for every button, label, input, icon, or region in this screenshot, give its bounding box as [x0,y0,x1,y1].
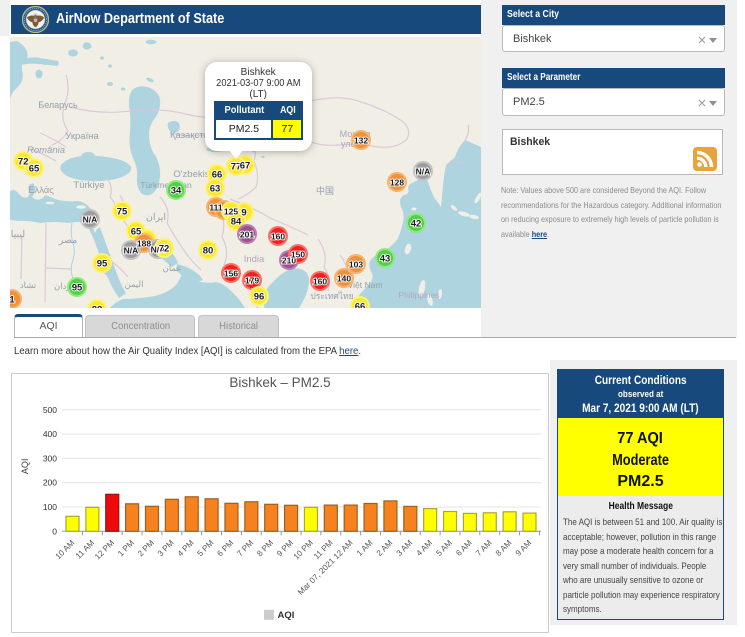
svg-text:65: 65 [29,163,40,174]
svg-text:Philippines: Philippines [398,290,439,300]
svg-text:Ελλάς: Ελλάς [28,185,54,196]
svg-text:ايران: ايران [146,212,166,223]
svg-text:300: 300 [43,453,57,463]
svg-text:103: 103 [349,259,363,269]
svg-text:10 PM: 10 PM [292,538,315,561]
svg-text:1: 1 [10,294,15,305]
svg-text:111: 111 [209,202,223,212]
svg-text:Türkiye: Türkiye [73,180,104,191]
svg-text:63: 63 [210,183,221,194]
svg-text:500: 500 [43,404,57,414]
svg-text:N/A: N/A [416,166,431,176]
svg-text:AQI: AQI [20,458,30,474]
svg-text:عمان: عمان [163,263,182,273]
svg-text:125: 125 [224,206,238,216]
svg-text:India: India [244,254,265,265]
svg-text:5 AM: 5 AM [434,538,454,558]
svg-text:2 PM: 2 PM [136,538,156,558]
svg-text:200: 200 [43,477,57,487]
svg-text:43: 43 [380,253,391,264]
svg-text:72: 72 [159,243,170,254]
svg-text:150: 150 [291,249,305,259]
svg-text:N/A: N/A [83,214,98,224]
svg-text:Україна: Україна [65,131,99,142]
svg-text:88: 88 [92,304,103,308]
svg-text:улс: улс [341,139,356,149]
svg-text:اليمن: اليمن [125,279,144,290]
svg-text:67: 67 [240,160,251,171]
svg-text:9: 9 [241,207,246,218]
svg-text:Беларусь: Беларусь [38,100,78,110]
svg-text:2 AM: 2 AM [375,538,395,558]
svg-text:1 PM: 1 PM [116,538,136,558]
svg-text:84: 84 [231,216,242,227]
svg-text:1 AM: 1 AM [355,538,375,558]
svg-text:132: 132 [354,135,368,145]
svg-text:مصر: مصر [58,235,78,246]
svg-text:210: 210 [282,255,296,265]
svg-text:156: 156 [224,268,238,278]
svg-text:128: 128 [390,177,404,187]
svg-text:中国: 中国 [316,185,334,196]
svg-text:77: 77 [231,161,242,172]
svg-text:8 PM: 8 PM [255,538,275,558]
svg-text:12 PM: 12 PM [93,538,116,561]
svg-text:4 AM: 4 AM [415,538,435,558]
svg-text:4 PM: 4 PM [176,538,196,558]
svg-text:N/A: N/A [151,244,166,254]
svg-text:188: 188 [137,238,151,248]
svg-text:6 AM: 6 AM [454,538,474,558]
svg-text:O'zbekiston: O'zbekiston [173,169,222,180]
svg-text:160: 160 [271,231,285,241]
svg-text:72: 72 [18,156,29,167]
svg-text:34: 34 [171,185,182,196]
svg-text:5 PM: 5 PM [196,538,216,558]
svg-text:3 PM: 3 PM [156,538,176,558]
svg-text:N/A: N/A [124,245,139,255]
svg-text:9 AM: 9 AM [514,538,534,558]
svg-text:Қазақстан: Қазақстан [170,130,214,141]
svg-text:179: 179 [245,275,259,285]
svg-text:140: 140 [337,273,351,283]
svg-text:400: 400 [43,429,57,439]
svg-text:11 AM: 11 AM [74,538,96,560]
svg-text:95: 95 [97,258,108,269]
svg-text:7 PM: 7 PM [235,538,255,558]
svg-text:Türkmenistan: Türkmenistan [140,180,192,190]
svg-text:65: 65 [131,226,142,237]
svg-text:AQI: AQI [278,609,295,620]
svg-text:0: 0 [52,526,57,536]
svg-text:96: 96 [254,291,265,302]
svg-text:160: 160 [313,276,327,286]
svg-text:Việt Nam: Việt Nam [348,280,383,290]
svg-text:Bishkek – PM2.5: Bishkek – PM2.5 [229,375,330,390]
svg-text:România: România [27,145,65,156]
svg-text:75: 75 [117,206,128,217]
svg-text:ประเทศไทย: ประเทศไทย [310,291,353,301]
svg-text:7 AM: 7 AM [474,538,494,558]
svg-text:8 AM: 8 AM [494,538,514,558]
svg-text:تشاد: تشاد [20,280,37,290]
svg-text:3 AM: 3 AM [395,538,415,558]
svg-text:100: 100 [43,502,57,512]
svg-text:66: 66 [355,301,366,308]
svg-text:ليبيا: ليبيا [11,229,25,240]
svg-text:10 AM: 10 AM [54,538,77,561]
svg-text:6 PM: 6 PM [215,538,235,558]
svg-text:42: 42 [411,218,422,229]
svg-text:سودان: سودان [54,281,78,292]
svg-text:95: 95 [72,282,83,293]
svg-text:80: 80 [203,245,214,256]
svg-text:66: 66 [212,169,223,180]
svg-text:201: 201 [240,229,254,239]
